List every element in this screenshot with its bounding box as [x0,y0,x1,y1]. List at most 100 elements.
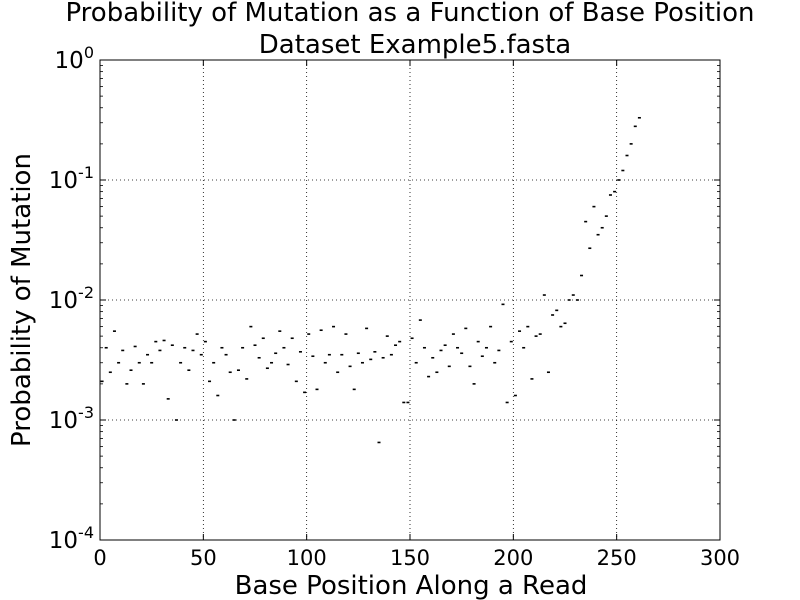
data-point [534,335,538,337]
y-axis-label: Probability of Mutation [7,153,37,447]
data-point [443,344,447,347]
data-point [253,344,257,347]
data-point [422,346,426,349]
data-point [195,333,199,335]
data-point [133,345,137,348]
data-point [509,340,513,343]
data-point [575,299,579,301]
data-points [100,116,641,444]
data-point [526,325,530,328]
data-point [208,380,212,383]
data-point [538,333,542,335]
data-point [501,303,505,306]
data-point [365,327,369,330]
y-tick-label: 10-1 [49,163,94,194]
x-tick-label: 100 [287,546,327,570]
data-point [621,169,625,172]
data-point [311,355,315,358]
data-point [286,363,290,366]
data-point [600,226,604,229]
data-point [373,351,377,353]
data-point [447,365,451,368]
data-point [402,401,406,404]
grid-lines [100,60,720,540]
data-point [212,361,216,364]
x-tick-label: 50 [190,546,217,570]
data-point [129,369,133,372]
data-point [456,346,460,349]
data-point [489,325,493,328]
x-tick-label: 200 [493,546,533,570]
data-point [551,314,555,316]
data-point [121,349,125,352]
data-point [398,340,402,343]
data-point [348,365,352,368]
data-point [290,337,294,340]
data-point [241,346,245,349]
data-point [596,233,600,236]
data-point [460,352,464,355]
x-tick-label: 150 [390,546,430,570]
data-point [505,401,509,404]
data-point [323,361,327,364]
data-point [274,352,278,355]
data-point [381,356,385,359]
y-tick-label: 10-3 [49,403,94,434]
data-point [183,346,187,349]
data-point [162,339,166,342]
data-point [298,351,302,353]
data-point [633,125,637,128]
data-point [439,349,443,352]
data-point [294,380,298,383]
y-tick-label: 10-2 [49,283,94,314]
data-point [187,369,191,372]
data-point [137,361,141,364]
data-point [418,319,422,321]
data-point [104,346,108,349]
data-point [406,401,410,404]
data-point [629,143,633,145]
data-point [146,353,150,356]
data-point [580,274,584,277]
x-axis-label: Base Position Along a Read [235,571,588,600]
data-point [249,325,253,328]
data-point [270,361,274,364]
data-point [265,367,269,370]
data-point [563,322,567,325]
data-point [166,398,170,400]
data-point [637,116,641,119]
y-tick-label: 10-4 [49,523,94,554]
data-point [497,349,501,352]
data-point [179,361,183,364]
data-point [315,388,319,391]
data-point [369,358,373,361]
data-point [261,337,265,340]
data-point [377,441,381,444]
data-point [174,419,178,421]
data-point [546,371,550,374]
data-point [245,378,249,380]
data-point [464,327,468,330]
data-point [584,220,588,223]
data-point [484,346,488,349]
y-axis-ticks: 10-4 10-3 10-2 10-1 100 [49,43,720,554]
data-point [108,371,112,374]
data-point [112,330,116,332]
data-point [336,371,340,374]
data-point [571,294,575,296]
data-point [522,346,526,349]
data-point [542,294,546,296]
data-point [518,330,522,332]
data-point [282,346,286,349]
data-point [100,380,104,383]
chart-title: Probability of Mutation as a Function of… [65,0,754,28]
data-point [332,325,336,328]
data-point [220,346,224,349]
data-point [236,369,240,372]
data-point [476,340,480,343]
data-point [216,394,220,397]
data-point [410,337,414,340]
data-point [385,335,389,337]
data-point [567,299,571,301]
